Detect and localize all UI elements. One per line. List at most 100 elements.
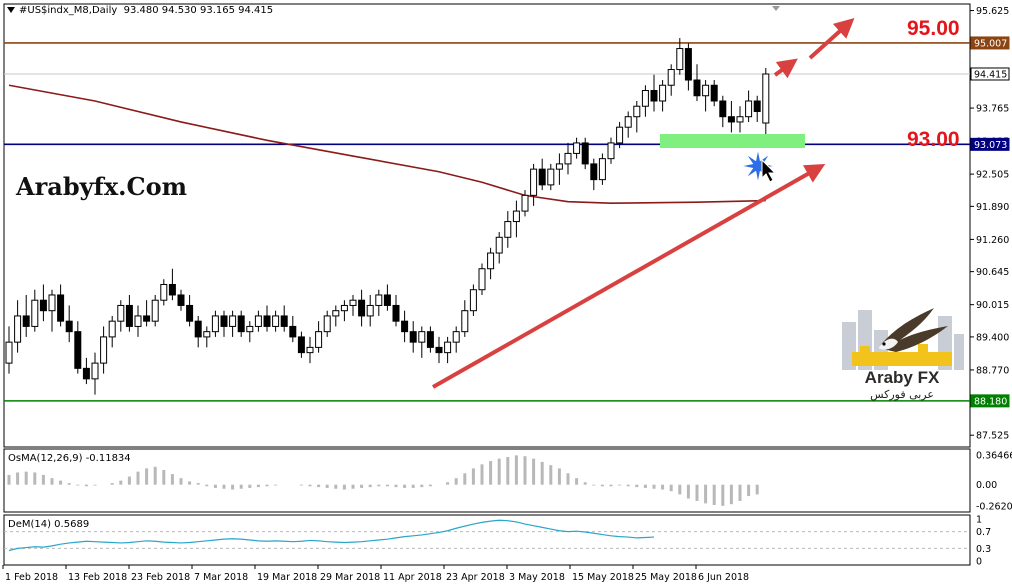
dropdown-triangle-icon[interactable] — [7, 7, 15, 13]
candle — [684, 43, 692, 91]
price-tick-label: 91.260 — [976, 235, 1009, 246]
time-tick-label: 23 Feb 2018 — [131, 572, 190, 583]
logo-text: Araby FX — [864, 368, 940, 387]
candle — [315, 321, 323, 353]
cursor-icon — [761, 158, 777, 183]
candle — [31, 289, 39, 332]
candle — [203, 326, 211, 348]
osma-tick-label: 0.36466 — [976, 451, 1012, 462]
bull-candle-body — [5, 341, 13, 364]
time-tick-label: 11 Apr 2018 — [383, 572, 442, 583]
bull-candle-body — [762, 73, 770, 124]
candle — [349, 294, 357, 316]
bull-candle-body — [667, 69, 675, 86]
shift-marker-icon — [772, 6, 780, 11]
bull-candle-body — [504, 221, 512, 238]
target-low-label: 93.00 — [907, 128, 960, 151]
candle — [469, 284, 477, 316]
candle — [633, 100, 641, 133]
candle — [409, 321, 417, 353]
bear-candle-body — [263, 315, 271, 327]
bull-candle-body — [31, 299, 39, 327]
osma-tick-label: 0.00 — [976, 480, 997, 491]
candle — [736, 106, 744, 133]
candle — [246, 321, 254, 343]
candle — [134, 305, 142, 337]
bull-candle-body — [624, 116, 632, 128]
candle — [57, 284, 65, 327]
price-label-box — [970, 394, 1010, 408]
bear-candle-body — [74, 331, 82, 369]
bear-candle-body — [143, 315, 151, 322]
price-label: 95.007 — [974, 38, 1007, 49]
candle — [547, 163, 555, 191]
candle — [168, 268, 176, 301]
brand-logo: Araby FX عربى فوركس — [838, 300, 966, 404]
price-tick-label: 93.765 — [976, 104, 1009, 115]
candle — [5, 326, 13, 374]
bull-candle-body — [702, 84, 710, 97]
candle — [530, 163, 538, 206]
candle — [366, 294, 374, 327]
candle — [598, 153, 606, 185]
price-label-box — [970, 137, 1010, 151]
candle — [177, 289, 185, 311]
candle — [607, 137, 615, 164]
target-arrow-long — [808, 17, 855, 60]
bull-candle-body — [151, 299, 159, 322]
candle — [280, 305, 288, 332]
panel-frame — [3, 448, 971, 513]
candle — [323, 310, 331, 337]
osma-label: OsMA(12,26,9) -0.11834 — [8, 453, 131, 464]
candle — [538, 158, 546, 191]
price-label: 88.180 — [974, 396, 1007, 407]
candle — [461, 300, 469, 337]
dem-tick-label: 0.7 — [976, 527, 991, 538]
bull-candle-body — [211, 315, 219, 333]
drawings — [432, 6, 855, 389]
bull-candle-body — [306, 346, 314, 354]
bull-candle-body — [633, 105, 641, 118]
bear-candle-body — [186, 304, 194, 322]
bear-candle-body — [650, 90, 658, 102]
bear-candle-body — [409, 331, 417, 343]
bear-candle-body — [693, 79, 701, 97]
bear-candle-body — [82, 367, 90, 380]
bear-candle-body — [65, 320, 73, 333]
candle — [117, 300, 125, 332]
bull-candle-body — [418, 331, 426, 343]
ohlc-values: 93.480 94.530 93.165 94.415 — [123, 5, 274, 16]
candle — [418, 326, 426, 358]
candle — [727, 100, 735, 133]
candle — [521, 190, 529, 217]
time-tick-label: 13 Feb 2018 — [68, 572, 127, 583]
bear-candle-body — [280, 315, 288, 327]
candle — [426, 326, 434, 353]
bear-candle-body — [710, 84, 718, 102]
time-axis: 1 Feb 2018 13 Feb 2018 23 Feb 2018 7 Mar 20… — [2, 565, 749, 583]
price-label: 93.073 — [974, 140, 1007, 151]
candle — [753, 95, 761, 122]
bull-candle-body — [349, 299, 357, 306]
time-tick-label: 23 Apr 2018 — [446, 572, 505, 583]
candle — [332, 305, 340, 327]
bull-candle-body — [332, 310, 340, 317]
panel-frame — [3, 3, 971, 448]
bull-candle-body — [598, 158, 606, 181]
bear-candle-body — [581, 142, 589, 165]
candle — [340, 300, 348, 322]
time-tick-label: 1 Feb 2018 — [5, 572, 58, 583]
bull-candle-body — [676, 48, 684, 71]
time-tick-label: 7 Mar 2018 — [194, 572, 248, 583]
bull-candle-body — [108, 320, 116, 338]
bull-candle-body — [478, 268, 486, 291]
price-tick-label: 87.525 — [976, 431, 1009, 442]
candle — [108, 315, 116, 348]
osma-tick-label: -0.26204 — [976, 502, 1012, 513]
candle — [48, 289, 56, 332]
price-tick-label: 90.015 — [976, 300, 1009, 311]
candle — [263, 305, 271, 332]
osma-panel: 0.36466 0.00 -0.26204 — [7, 451, 1012, 513]
candle — [452, 326, 460, 353]
candle — [512, 200, 520, 238]
